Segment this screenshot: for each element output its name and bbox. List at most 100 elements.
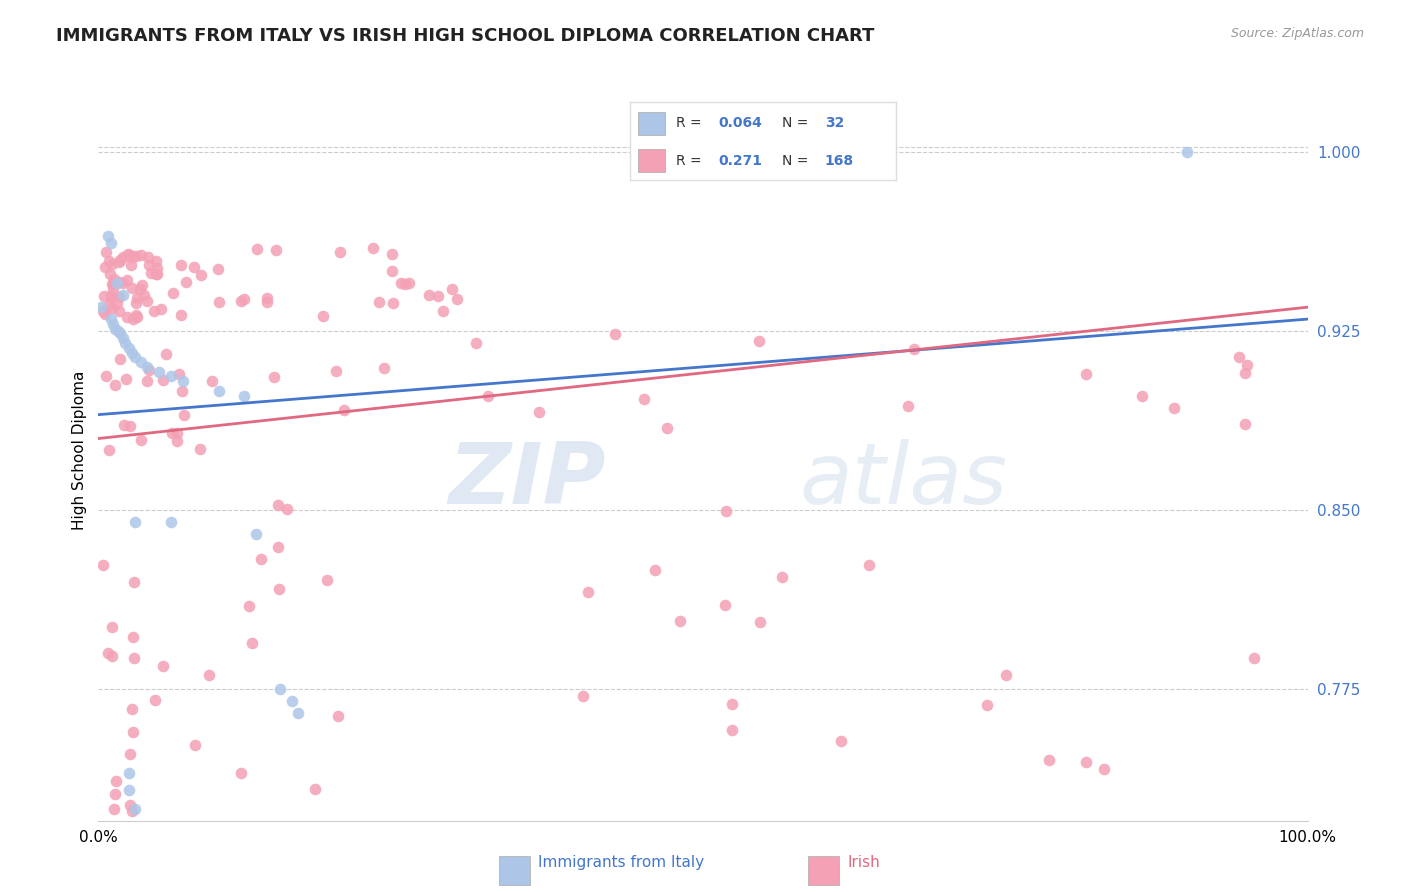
Point (325, 364, 347, 378)
Point (105, 774, 128, 789)
Point (111, 276, 134, 290)
Point (118, 782, 141, 797)
Point (174, 275, 197, 289)
Point (122, 574, 145, 589)
Point (382, 296, 405, 310)
Point (197, 667, 219, 681)
Point (107, 289, 129, 303)
Point (256, 295, 278, 310)
Point (135, 359, 157, 374)
Point (1234, 366, 1257, 380)
Point (100, 289, 122, 303)
Point (1130, 389, 1153, 403)
Point (111, 331, 134, 345)
Point (100, 290, 122, 304)
Point (121, 702, 143, 716)
Point (170, 258, 193, 272)
Point (432, 303, 454, 318)
Point (145, 268, 167, 282)
Point (108, 326, 131, 341)
Point (152, 373, 174, 387)
Point (107, 304, 129, 318)
Text: Immigrants from Italy: Immigrants from Italy (538, 855, 704, 870)
Point (263, 370, 285, 384)
Point (266, 243, 288, 257)
Point (304, 782, 326, 797)
Point (141, 267, 163, 281)
Point (190, 442, 212, 457)
Point (131, 278, 153, 293)
Point (166, 434, 188, 449)
Point (368, 294, 391, 309)
Point (464, 335, 486, 350)
Point (135, 294, 157, 309)
Point (118, 747, 141, 761)
Point (115, 273, 138, 287)
Point (152, 658, 174, 673)
Point (246, 243, 269, 257)
Point (121, 724, 143, 739)
Point (250, 552, 273, 566)
Point (426, 289, 449, 303)
Text: IMMIGRANTS FROM ITALY VS IRISH HIGH SCHOOL DIPLOMA CORRELATION CHART: IMMIGRANTS FROM ITALY VS IRISH HIGH SCHO… (56, 27, 875, 45)
Point (93, 289, 115, 303)
Point (389, 276, 412, 290)
Point (121, 281, 143, 295)
Point (110, 352, 132, 367)
Point (994, 668, 1017, 682)
Point (104, 378, 127, 392)
Point (103, 283, 125, 297)
Point (1234, 417, 1257, 431)
Point (170, 309, 193, 323)
Point (96, 369, 118, 384)
Point (172, 384, 194, 399)
Point (125, 308, 148, 322)
Point (122, 651, 145, 665)
Point (97, 646, 120, 660)
Point (136, 250, 159, 264)
Text: Irish: Irish (848, 855, 880, 870)
Point (381, 264, 404, 278)
Point (108, 275, 131, 289)
Point (1227, 350, 1250, 364)
Point (316, 573, 339, 587)
Point (229, 294, 252, 309)
Point (122, 630, 145, 644)
Point (184, 738, 207, 752)
Point (477, 389, 499, 403)
Point (100, 620, 122, 634)
Point (129, 248, 152, 262)
Point (281, 694, 304, 708)
Point (101, 276, 124, 290)
Point (167, 367, 190, 381)
Point (633, 392, 655, 406)
Point (121, 804, 143, 818)
Point (124, 802, 146, 816)
Point (162, 286, 184, 301)
Point (770, 569, 793, 583)
Point (115, 310, 138, 325)
Point (93, 307, 115, 321)
Point (160, 515, 183, 529)
Point (373, 360, 395, 375)
Point (333, 403, 356, 417)
Point (100, 301, 122, 315)
Point (121, 251, 143, 265)
Point (207, 261, 229, 276)
Point (124, 515, 146, 529)
Point (149, 301, 172, 316)
Point (858, 558, 880, 572)
Point (125, 248, 148, 262)
Point (91, 558, 114, 573)
Point (1175, 145, 1198, 159)
Point (830, 734, 852, 748)
Point (120, 419, 142, 434)
Point (94, 260, 117, 274)
Point (101, 648, 124, 663)
Point (446, 292, 468, 306)
Point (100, 235, 122, 250)
Point (115, 372, 138, 386)
Point (269, 582, 291, 596)
Text: ZIP: ZIP (449, 439, 606, 522)
Point (118, 341, 141, 355)
